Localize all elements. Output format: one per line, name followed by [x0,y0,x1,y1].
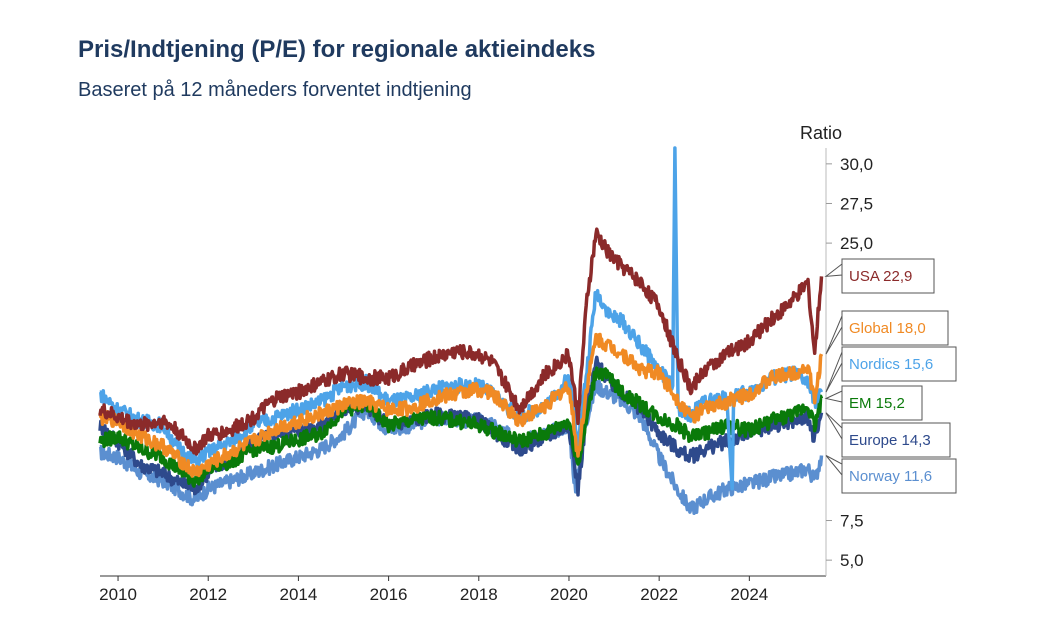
series-lines [98,146,824,515]
label-box-norway [841,458,957,494]
x-tick-label: 2014 [279,585,317,604]
label-pointer [824,262,843,278]
series-label-global: Global 18,0 [849,320,926,337]
y-tick-label: 30,0 [840,155,873,174]
series-label-norway: Norway 11,6 [849,468,932,485]
x-tick-label: 2020 [550,585,588,604]
series-label-nordics: Nordics 15,6 [849,356,933,373]
y-tick-label: 7,5 [840,512,864,531]
chart-subtitle: Baseret på 12 måneders forventet indtjen… [78,79,472,101]
label-box-em [841,385,923,421]
x-tick-label: 2016 [370,585,408,604]
label-box-europe [841,422,951,458]
series-line-em [98,366,824,488]
series-line-usa [98,227,824,456]
x-tick-label: 2012 [189,585,227,604]
y-tick-label: 25,0 [840,234,873,253]
label-pointer [825,412,843,441]
label-pointer [825,351,843,393]
series-label-europe: Europe 14,3 [849,432,931,449]
axis-ticks: 30,0 27,5 25,0 7,5 5,0 2010 2012 2014 2016 2018 20… [99,155,873,604]
y-tick-label: 5,0 [840,551,864,570]
x-tick-label: 2024 [730,585,768,604]
x-tick-label: 2018 [460,585,498,604]
label-box-nordics [841,346,957,382]
x-tick-label: 2010 [99,585,137,604]
y-tick-label: 27,5 [840,194,873,213]
y-axis-label: Ratio [800,123,842,143]
label-box-global [841,310,949,346]
label-pointer [825,315,843,355]
label-pointer [825,455,843,477]
chart-title: Pris/Indtjening (P/E) for regionale akti… [78,36,596,63]
label-pointer [824,390,843,403]
series-line-global [98,332,824,478]
series-label-em: EM 15,2 [849,395,905,412]
x-tick-label: 2022 [640,585,678,604]
series-label-usa: USA 22,9 [849,268,912,285]
end-labels: USA 22,9 Global 18,0 Nordics 15,6 EM 15,2 Eu… [824,258,957,494]
label-box-usa [841,258,935,294]
